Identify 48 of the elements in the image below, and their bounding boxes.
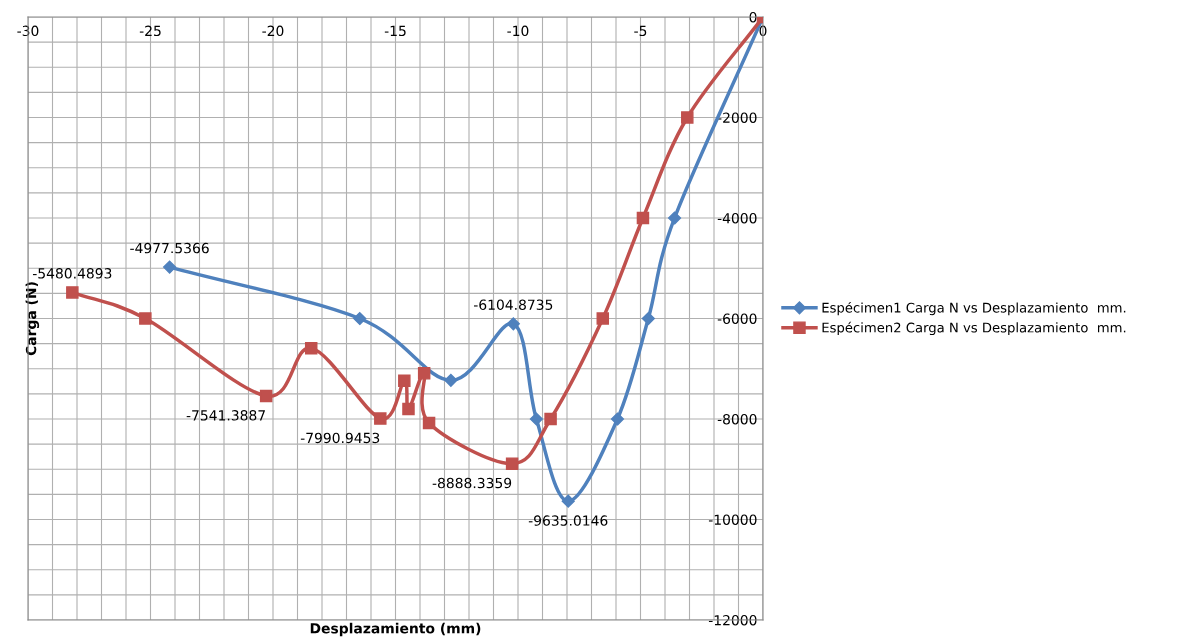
data-label: -9635.0146: [528, 515, 608, 526]
y-tick-label: -6000: [717, 313, 757, 324]
legend-label: Espécimen1 Carga N vs Desplazamiento mm.: [822, 301, 1126, 316]
data-label: -8888.3359: [432, 477, 512, 489]
point: [163, 260, 177, 274]
x-axis-title: Desplazamiento (mm): [310, 622, 481, 637]
point: [561, 494, 575, 508]
y-axis-title: Carga (N): [25, 282, 40, 356]
x-tick-label: -25: [139, 25, 161, 37]
y-tick-label: -10000: [708, 514, 757, 525]
x-tick-label: -10: [507, 25, 529, 37]
point: [402, 402, 415, 416]
point: [139, 312, 152, 325]
point: [641, 311, 655, 326]
point: [374, 412, 387, 425]
point: [529, 412, 543, 426]
y-tick-label: -8000: [717, 413, 757, 425]
x-tick-label: -15: [384, 25, 406, 37]
data-label: -7990.9453: [300, 432, 380, 444]
point: [544, 412, 557, 426]
y-tick-label: -12000: [708, 614, 757, 626]
point: [422, 416, 436, 430]
point: [610, 412, 625, 426]
point: [353, 311, 367, 326]
point: [596, 312, 610, 325]
data-label: -5480.4893: [32, 268, 112, 279]
point: [259, 389, 273, 403]
data-label: -4977.5366: [130, 242, 209, 254]
point: [506, 317, 520, 331]
point: [444, 373, 458, 387]
point: [505, 457, 519, 470]
y-tick-label: 0: [749, 11, 757, 23]
point: [304, 341, 318, 355]
y-tick-label: -2000: [717, 112, 757, 123]
x-tick-label: -20: [262, 25, 284, 37]
point: [398, 374, 411, 388]
x-tick-label: 0: [759, 25, 767, 37]
point: [636, 211, 650, 225]
x-tick-label: -30: [17, 25, 39, 37]
data-label: -6104.8735: [473, 299, 553, 310]
legend-label: Espécimen2 Carga N vs Desplazamiento mm.: [822, 321, 1126, 336]
point: [681, 111, 694, 124]
point: [667, 211, 682, 225]
point: [66, 286, 79, 299]
point: [417, 367, 431, 380]
x-tick-label: -5: [634, 25, 647, 37]
y-tick-label: -4000: [717, 212, 757, 224]
data-label: -7541.3887: [186, 410, 265, 421]
